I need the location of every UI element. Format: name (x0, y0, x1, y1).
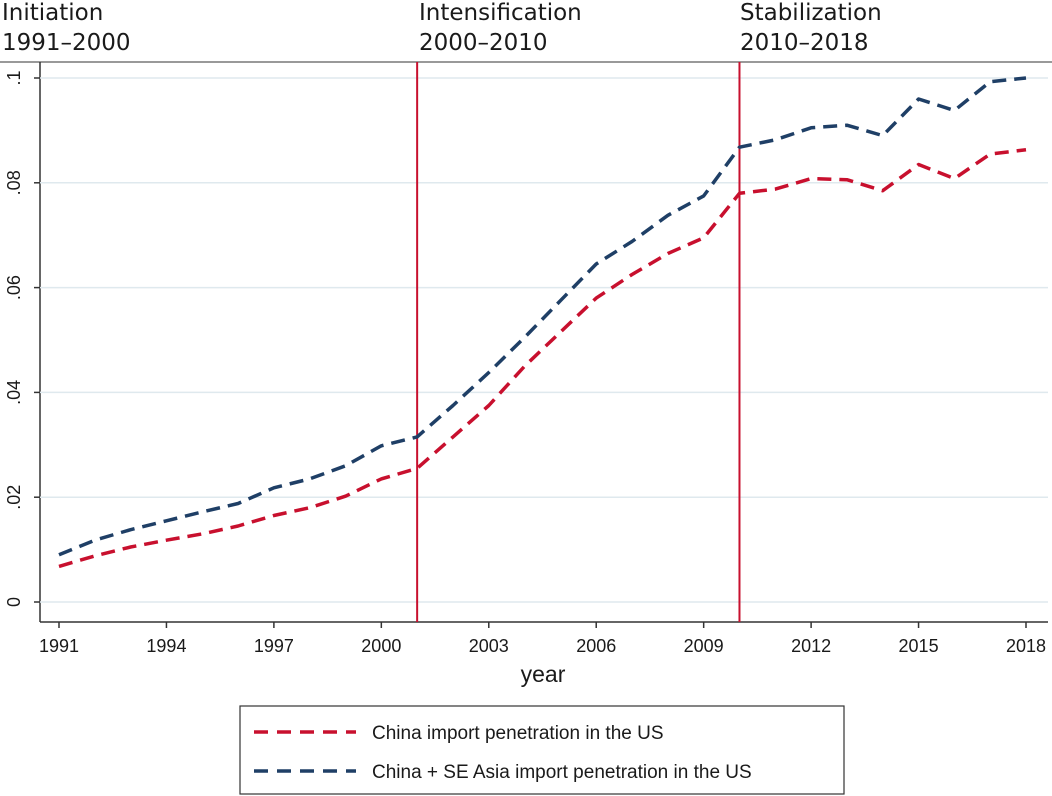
x-tick-label: 2012 (791, 636, 831, 656)
legend: China import penetration in the US China… (239, 705, 845, 795)
phase-initiation-years: 1991–2000 (2, 30, 131, 56)
x-tick-label: 2006 (576, 636, 616, 656)
phase-intensification-name: Intensification (419, 0, 582, 26)
y-tick-label: .04 (4, 380, 24, 405)
x-tick-label: 1997 (254, 636, 294, 656)
x-tick-label: 2018 (1006, 636, 1046, 656)
series-china-line (58, 148, 1027, 569)
phase-initiation-name: Initiation (2, 0, 103, 26)
legend-box (239, 705, 845, 795)
phase-stabilization-name: Stabilization (740, 0, 882, 26)
y-tick-label: .06 (4, 275, 24, 300)
series-lines (58, 76, 1027, 569)
x-tick-label: 2015 (899, 636, 939, 656)
x-axis-title: year (521, 661, 566, 687)
x-tick-label: 2003 (469, 636, 509, 656)
phase-intensification-years: 2000–2010 (419, 30, 548, 56)
y-axis-ticks: 0 .02 .04 .06 .08 .1 (4, 70, 40, 607)
x-tick-label: 1994 (146, 636, 186, 656)
y-tick-label: .02 (4, 485, 24, 510)
phase-dividers (416, 62, 741, 622)
phase-labels: Initiation 1991–2000 Intensification 200… (2, 0, 882, 56)
phase-stabilization-years: 2010–2018 (740, 30, 869, 56)
x-axis-ticks: 1991 1994 1997 2000 2003 2006 2009 2012 2015 2018 (39, 622, 1046, 656)
x-tick-label: 1991 (39, 636, 79, 656)
x-tick-label: 2000 (361, 636, 401, 656)
series-china-se-asia-line (58, 76, 1027, 557)
legend-label-china: China import penetration in the US (372, 723, 664, 744)
x-tick-label: 2009 (684, 636, 724, 656)
legend-label-china-se-asia: China + SE Asia import penetration in th… (372, 762, 752, 783)
y-tick-label: .08 (4, 170, 24, 195)
gridlines (40, 77, 1048, 603)
y-tick-label: .1 (4, 70, 24, 85)
y-tick-label: 0 (4, 597, 24, 607)
